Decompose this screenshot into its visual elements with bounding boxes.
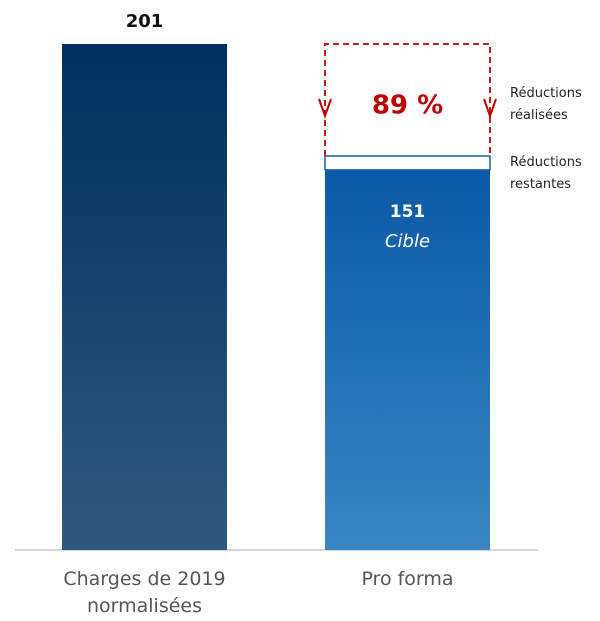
- note: Réductions restantes: [510, 155, 582, 192]
- value-label: 151: [390, 202, 426, 222]
- reduction-pct: 89 %: [372, 91, 443, 121]
- x-tick-label: Pro forma: [361, 568, 454, 590]
- arrow-head: [318, 98, 332, 120]
- bar: [62, 44, 227, 550]
- bar: [325, 169, 490, 550]
- arrow-head: [483, 98, 497, 120]
- x-tick-label: Charges de 2019 normalisées: [63, 568, 226, 617]
- value-label: 201: [126, 11, 164, 32]
- sublabel: Cible: [385, 231, 430, 252]
- remaining-reduction: [324, 155, 491, 171]
- realized-reduction: [324, 43, 491, 157]
- note: Réductions réalisées: [510, 86, 582, 123]
